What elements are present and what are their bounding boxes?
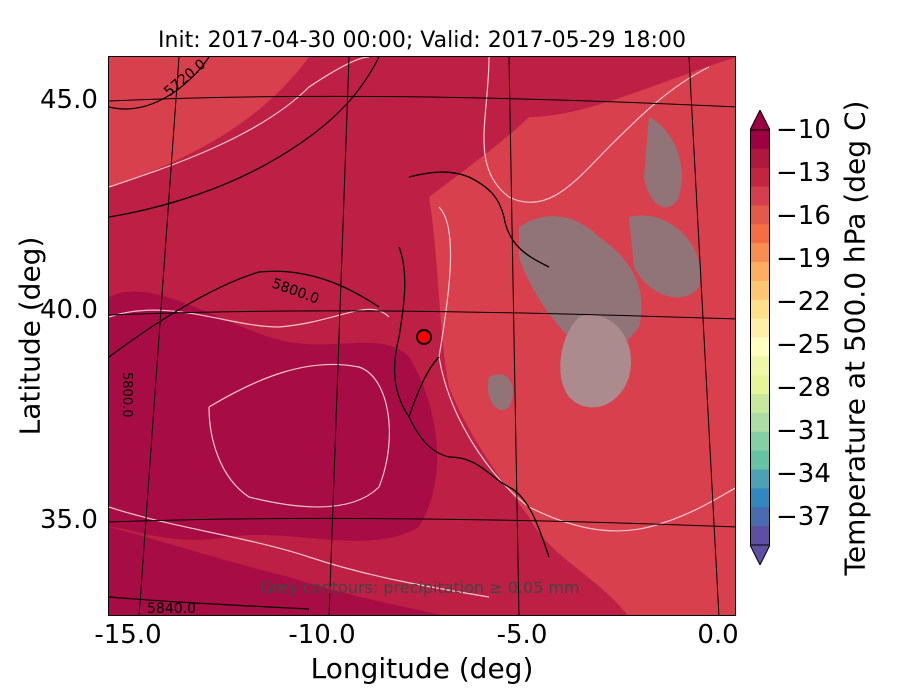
colorbar-segment: [750, 224, 770, 244]
colorbar-segment: [750, 507, 770, 527]
temperature-map: 5720.0 5800.0 5840.0 5800.0: [109, 57, 735, 616]
cool-region-northwest: [109, 57, 309, 187]
contour-label-5840: 5840.0: [147, 601, 196, 616]
x-tick-label: -5.0: [496, 620, 548, 650]
graticule: [109, 57, 735, 615]
colorbar-segment: [750, 469, 770, 489]
colorbar-segment: [750, 262, 770, 282]
colorbar-segment: [750, 186, 770, 206]
y-axis-label: Latitude (deg): [13, 236, 47, 436]
precipitation-areas: [488, 117, 701, 411]
y-tick-label: 45.0: [40, 85, 98, 115]
colorbar-tick-label: −34: [776, 459, 831, 490]
colorbar-segment: [750, 431, 770, 452]
colorbar-frame: [750, 129, 770, 546]
map-title: Init: 2017-04-30 00:00; Valid: 2017-05-2…: [158, 28, 686, 53]
colorbar-tick-label: −37: [776, 502, 831, 533]
colorbar-segment: [750, 337, 770, 357]
colorbar-segment: [750, 375, 770, 395]
contour-label-edge: 5800.0: [119, 372, 134, 418]
colorbar-segment: [750, 318, 770, 338]
location-marker[interactable]: [416, 329, 432, 345]
colorbar-tick-label: −13: [776, 158, 831, 188]
warm-region-west: [109, 291, 438, 541]
x-tick-label: -15.0: [94, 620, 162, 650]
colorbar-segment: [750, 450, 770, 471]
colorbar-segment: [750, 412, 770, 433]
colorbar-segment: [750, 280, 770, 301]
y-tick-label: 40.0: [40, 295, 98, 325]
colorbar-segment: [750, 130, 770, 150]
colorbar-tick-label: −25: [776, 330, 831, 361]
x-tick-label: -10.0: [288, 620, 356, 650]
colorbar-label: Temperature at 500.0 hPa (deg C): [838, 100, 872, 576]
colorbar-segment: [750, 167, 770, 188]
y-tick-label: 35.0: [40, 505, 98, 535]
colorbar-tick-label: −31: [776, 416, 831, 447]
colorbar-tick-label: −28: [776, 373, 831, 404]
colorbar-segment: [750, 299, 770, 320]
colorbar-tick-label: −19: [776, 244, 831, 274]
map-plot-area[interactable]: 5720.0 5800.0 5840.0 5800.0: [108, 56, 736, 616]
colorbar-segment: [750, 526, 770, 546]
colorbar-segment: [750, 148, 770, 169]
x-axis-label: Longitude (deg): [310, 652, 534, 685]
colorbar-extend-top: [750, 110, 770, 131]
colorbar-tick-label: −10: [776, 115, 831, 145]
colorbar-segment: [750, 205, 770, 225]
colorbar-segment: [750, 488, 770, 508]
colorbar-extend-bottom: [750, 544, 770, 565]
x-tick-label: 0.0: [697, 620, 739, 650]
coastlines: [393, 171, 550, 558]
isotherm-contours: [109, 57, 735, 598]
warm-region-south: [109, 527, 441, 615]
geopotential-contours: [109, 57, 380, 610]
colorbar-segment: [750, 356, 770, 376]
colorbar: [750, 110, 770, 565]
colorbar-segment: [750, 394, 770, 414]
colorbar-tick-label: −16: [776, 201, 831, 231]
precip-note: Grey contours: precipitation ≥ 0.05 mm: [260, 578, 580, 597]
colorbar-tick-label: −22: [776, 287, 831, 318]
colorbar-segment: [750, 243, 770, 263]
